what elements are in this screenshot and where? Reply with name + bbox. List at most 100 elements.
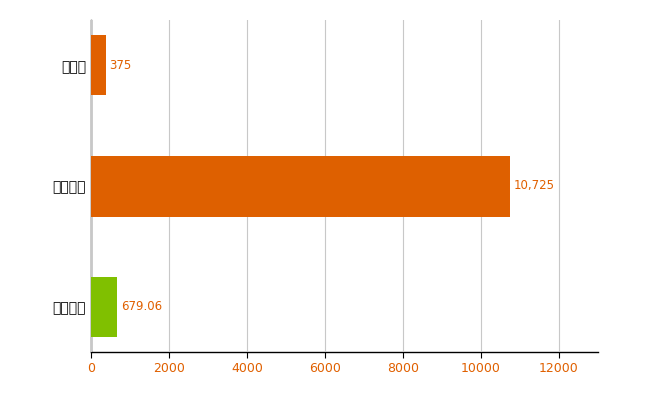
Point — [108, 179, 118, 185]
Point — [495, 198, 505, 204]
Point — [220, 212, 230, 219]
Point — [359, 194, 369, 200]
Point — [352, 195, 362, 202]
Point — [246, 202, 256, 208]
Point — [175, 209, 185, 216]
Point — [451, 210, 462, 216]
Point — [340, 169, 350, 176]
Point — [409, 194, 419, 200]
Point — [323, 167, 333, 173]
Point — [341, 162, 351, 168]
Point — [363, 187, 374, 194]
Point — [430, 178, 440, 185]
Point — [246, 166, 257, 173]
Point — [290, 166, 300, 172]
Point — [242, 189, 253, 195]
Point — [163, 175, 174, 182]
Point — [313, 184, 323, 191]
Point — [250, 167, 260, 173]
Point — [306, 212, 316, 219]
Point — [223, 186, 233, 192]
Point — [500, 184, 511, 191]
Point — [186, 172, 196, 179]
Point — [376, 182, 387, 188]
Point — [202, 188, 212, 195]
Point — [408, 170, 419, 176]
Point — [378, 162, 388, 168]
Point — [248, 188, 259, 194]
Point — [233, 184, 244, 190]
Point — [98, 180, 109, 186]
Point — [131, 188, 141, 194]
Point — [427, 199, 437, 206]
Point — [354, 213, 365, 219]
Point — [294, 154, 304, 161]
Point — [321, 210, 332, 217]
Point — [161, 199, 171, 206]
Point — [377, 190, 387, 196]
Point — [246, 196, 257, 202]
Point — [326, 186, 337, 192]
Point — [318, 208, 328, 215]
Point — [98, 202, 108, 208]
Point — [491, 199, 502, 205]
Point — [479, 175, 489, 181]
Point — [200, 204, 210, 210]
Point — [362, 174, 372, 180]
Point — [188, 154, 198, 160]
Point — [333, 177, 344, 183]
Point — [155, 161, 165, 168]
Point — [344, 158, 354, 164]
Point — [174, 167, 184, 174]
Point — [359, 213, 370, 219]
Point — [277, 173, 287, 179]
Point — [157, 198, 167, 205]
Point — [355, 197, 365, 203]
Point — [496, 206, 506, 212]
Point — [424, 198, 434, 204]
Point — [339, 189, 349, 195]
Point — [221, 178, 231, 185]
Point — [210, 189, 220, 195]
Point — [313, 174, 324, 180]
Point — [450, 169, 460, 176]
Point — [275, 171, 285, 178]
Point — [422, 185, 432, 191]
Point — [155, 167, 166, 174]
Point — [138, 161, 149, 168]
Point — [178, 154, 188, 161]
Point — [216, 208, 226, 214]
Point — [183, 196, 194, 203]
Point — [467, 188, 477, 194]
Point — [261, 185, 272, 192]
Point — [357, 175, 367, 181]
Point — [502, 193, 512, 200]
Point — [406, 211, 416, 218]
Point — [393, 211, 404, 218]
Point — [322, 175, 332, 181]
Point — [90, 193, 101, 199]
Point — [140, 207, 151, 213]
Point — [425, 172, 436, 178]
Point — [296, 201, 306, 208]
Point — [209, 207, 220, 214]
Point — [465, 160, 476, 166]
Point — [232, 156, 242, 162]
Point — [473, 159, 484, 165]
Point — [378, 201, 389, 208]
Point — [122, 194, 132, 200]
Point — [138, 192, 149, 198]
Point — [114, 156, 125, 163]
Point — [273, 180, 283, 186]
Point — [447, 160, 457, 166]
Point — [109, 209, 119, 216]
Point — [493, 174, 503, 180]
Point — [450, 200, 460, 207]
Point — [438, 196, 448, 202]
Point — [207, 176, 218, 182]
Point — [262, 194, 272, 200]
Point — [487, 163, 497, 169]
Point — [501, 196, 512, 202]
Point — [210, 167, 220, 174]
Point — [213, 167, 223, 174]
